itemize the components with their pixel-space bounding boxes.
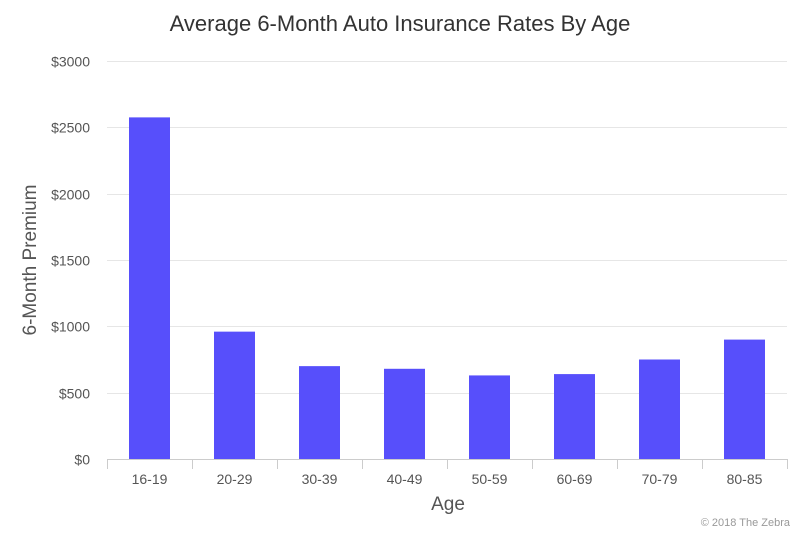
- bar-80-85: [724, 339, 765, 459]
- bar-20-29: [214, 331, 255, 459]
- y-tick-label: $0: [74, 452, 90, 468]
- bar-60-69: [554, 374, 595, 459]
- y-axis-title: 6-Month Premium: [20, 185, 41, 336]
- bar-70-79: [639, 359, 680, 459]
- y-tick-label: $2500: [51, 120, 90, 136]
- gridlines: [107, 61, 787, 394]
- bar-30-39: [299, 366, 340, 459]
- y-tick-label: $2000: [51, 187, 90, 203]
- x-axis-title: Age: [431, 494, 465, 515]
- credit-text: © 2018 The Zebra: [701, 517, 791, 529]
- x-tick-label: 20-29: [217, 471, 253, 487]
- x-axis: [107, 459, 788, 469]
- x-tick-label: 30-39: [302, 471, 338, 487]
- y-tick-label: $1000: [51, 319, 90, 335]
- y-tick-label: $1500: [51, 253, 90, 269]
- x-tick-label: 70-79: [642, 471, 678, 487]
- chart-title: Average 6-Month Auto Insurance Rates By …: [170, 11, 631, 36]
- x-tick-label: 50-59: [472, 471, 508, 487]
- bars: [129, 117, 765, 459]
- y-tick-label: $500: [59, 386, 90, 402]
- bar-40-49: [384, 368, 425, 459]
- bar-50-59: [469, 375, 510, 459]
- y-axis-ticks: $0 $500 $1000 $1500 $2000 $2500 $3000: [51, 54, 90, 468]
- y-tick-label: $3000: [51, 54, 90, 70]
- x-tick-label: 60-69: [557, 471, 593, 487]
- bar-16-19: [129, 117, 170, 459]
- x-tick-label: 16-19: [132, 471, 168, 487]
- x-axis-ticks: 16-19 20-29 30-39 40-49 50-59 60-69 70-79 80-85: [132, 471, 763, 487]
- x-tick-label: 80-85: [727, 471, 763, 487]
- x-tick-label: 40-49: [387, 471, 423, 487]
